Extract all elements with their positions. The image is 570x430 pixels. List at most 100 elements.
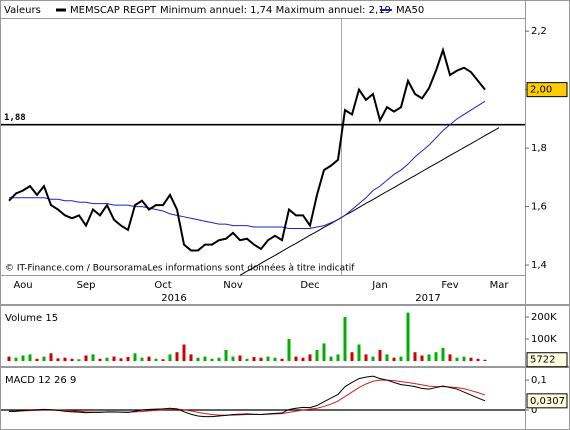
legend-label: MEMSCAP REGPT bbox=[70, 5, 157, 16]
y-tick-label: 0,1 bbox=[531, 375, 547, 386]
volume-bar bbox=[21, 355, 25, 361]
volume-bar bbox=[63, 357, 67, 361]
volume-bar bbox=[252, 357, 256, 361]
last-value-label: 0,0307 bbox=[530, 396, 565, 407]
volume-bar bbox=[133, 353, 137, 361]
volume-bar bbox=[210, 358, 214, 361]
volume-bar bbox=[112, 356, 116, 361]
volume-bar bbox=[175, 352, 179, 361]
volume-bar bbox=[224, 350, 228, 361]
y-tick-label: 1,6 bbox=[531, 202, 547, 213]
volume-bar bbox=[294, 356, 298, 361]
x-tick-label: Nov bbox=[223, 280, 243, 291]
volume-bar bbox=[259, 357, 263, 361]
last-value-box bbox=[526, 82, 568, 98]
volume-bar bbox=[301, 357, 305, 361]
x-tick-label: Fev bbox=[441, 280, 458, 291]
volume-bar bbox=[42, 356, 46, 361]
volume-bar bbox=[238, 355, 242, 361]
year-label: 2016 bbox=[161, 293, 186, 304]
volume-bar bbox=[14, 357, 18, 361]
volume-bar bbox=[427, 354, 431, 361]
x-tick-label: Jan bbox=[371, 280, 387, 291]
volume-bar bbox=[441, 347, 445, 361]
panel-title: MACD 12 26 9 bbox=[5, 375, 76, 386]
volume-bar bbox=[336, 354, 340, 361]
volume-bar bbox=[196, 357, 200, 361]
x-tick-label: Oct bbox=[154, 280, 171, 291]
volume-bar bbox=[147, 356, 151, 361]
volume-bar bbox=[161, 359, 165, 361]
volume-bar bbox=[287, 339, 291, 361]
volume-bar bbox=[231, 356, 235, 361]
series-line bbox=[9, 379, 486, 416]
volume-bar bbox=[105, 357, 109, 361]
volume-bar bbox=[343, 317, 347, 361]
volume-bar bbox=[189, 354, 193, 361]
series-line bbox=[8, 375, 486, 418]
volume-bar bbox=[154, 358, 158, 361]
volume-bar bbox=[476, 358, 480, 361]
volume-bar bbox=[448, 354, 452, 361]
volume-bar bbox=[406, 312, 410, 361]
volume-bar bbox=[140, 357, 144, 361]
volume-bar bbox=[392, 357, 396, 361]
volume-bar bbox=[35, 358, 39, 361]
year-label: 2017 bbox=[415, 293, 440, 304]
volume-bar bbox=[49, 353, 53, 361]
volume-bar bbox=[98, 358, 102, 361]
panel-title: Volume 15 bbox=[5, 313, 58, 324]
volume-bar bbox=[462, 356, 466, 361]
annotation: © IT-Finance.com / BoursoramaLes informa… bbox=[5, 263, 355, 274]
volume-bar bbox=[28, 354, 32, 361]
y-tick-label: 1,4 bbox=[531, 260, 547, 271]
volume-bar bbox=[455, 357, 459, 361]
volume-bar bbox=[119, 358, 123, 361]
y-tick-label: 2,2 bbox=[531, 26, 547, 37]
y-tick-label: 1,8 bbox=[531, 143, 547, 154]
volume-bar bbox=[308, 354, 312, 361]
volume-bar bbox=[91, 354, 95, 361]
volume-bar bbox=[420, 355, 424, 361]
volume-bar bbox=[469, 357, 473, 361]
x-tick-label: Sep bbox=[77, 280, 96, 291]
volume-bar bbox=[364, 354, 368, 361]
volume-bar bbox=[203, 356, 207, 361]
volume-bar bbox=[413, 352, 417, 361]
volume-bar bbox=[385, 354, 389, 361]
volume-bar bbox=[84, 355, 88, 361]
volume-bar bbox=[280, 358, 284, 361]
volume-bar bbox=[56, 358, 60, 361]
volume-bar bbox=[371, 356, 375, 361]
volume-bar bbox=[70, 358, 74, 361]
volume-bar bbox=[329, 356, 333, 361]
series-line bbox=[8, 46, 486, 252]
y-tick-label: 0 bbox=[531, 405, 537, 416]
volume-bar bbox=[378, 350, 382, 361]
last-value-label: 5722 bbox=[530, 355, 555, 366]
last-value-box bbox=[526, 352, 568, 368]
volume-bar bbox=[273, 357, 277, 361]
y-tick-label: 100K bbox=[531, 334, 557, 345]
series-line bbox=[9, 100, 486, 230]
subtitle: Minimum annuel: 1,74 Maximum annuel: 2,1… bbox=[160, 5, 391, 16]
last-value-label: 2,00 bbox=[530, 85, 552, 96]
volume-bar bbox=[182, 344, 186, 361]
volume-bar bbox=[350, 352, 354, 361]
volume-bar bbox=[434, 352, 438, 361]
volume-bar bbox=[217, 357, 221, 361]
volume-bar bbox=[483, 359, 487, 361]
volume-bar bbox=[315, 350, 319, 361]
x-tick-label: Mar bbox=[490, 280, 510, 291]
volume-bar bbox=[399, 356, 403, 361]
volume-bar bbox=[77, 359, 81, 361]
volume-bar bbox=[245, 358, 249, 361]
trend-line bbox=[239, 127, 500, 276]
volume-bar bbox=[357, 344, 361, 361]
y-tick-label: 200K bbox=[531, 312, 557, 323]
macd-panel-frame bbox=[0, 367, 570, 430]
legend-label: MA50 bbox=[396, 5, 424, 16]
legend-title: Valeurs bbox=[4, 5, 41, 16]
volume-bar bbox=[322, 343, 326, 361]
